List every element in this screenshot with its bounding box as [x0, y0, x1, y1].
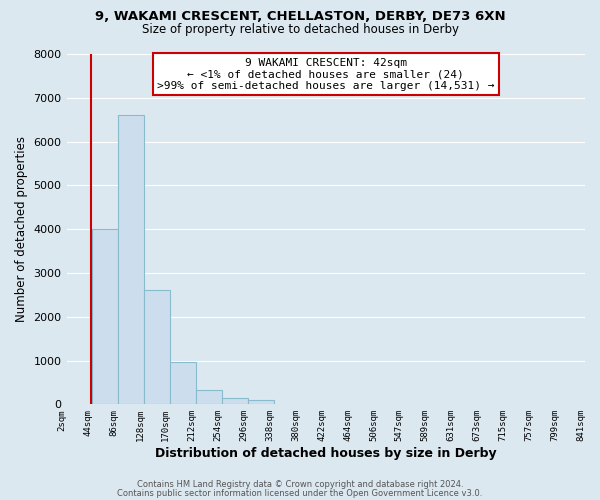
- Bar: [196, 390, 222, 404]
- Bar: [118, 116, 145, 405]
- Text: Contains public sector information licensed under the Open Government Licence v3: Contains public sector information licen…: [118, 488, 482, 498]
- Text: Size of property relative to detached houses in Derby: Size of property relative to detached ho…: [142, 22, 458, 36]
- Bar: [222, 398, 248, 404]
- Bar: [145, 290, 170, 405]
- Bar: [170, 362, 196, 405]
- Y-axis label: Number of detached properties: Number of detached properties: [15, 136, 28, 322]
- Bar: [92, 229, 118, 404]
- Text: 9, WAKAMI CRESCENT, CHELLASTON, DERBY, DE73 6XN: 9, WAKAMI CRESCENT, CHELLASTON, DERBY, D…: [95, 10, 505, 23]
- Bar: [248, 400, 274, 404]
- X-axis label: Distribution of detached houses by size in Derby: Distribution of detached houses by size …: [155, 447, 497, 460]
- Text: 9 WAKAMI CRESCENT: 42sqm
← <1% of detached houses are smaller (24)
>99% of semi-: 9 WAKAMI CRESCENT: 42sqm ← <1% of detach…: [157, 58, 494, 90]
- Text: Contains HM Land Registry data © Crown copyright and database right 2024.: Contains HM Land Registry data © Crown c…: [137, 480, 463, 489]
